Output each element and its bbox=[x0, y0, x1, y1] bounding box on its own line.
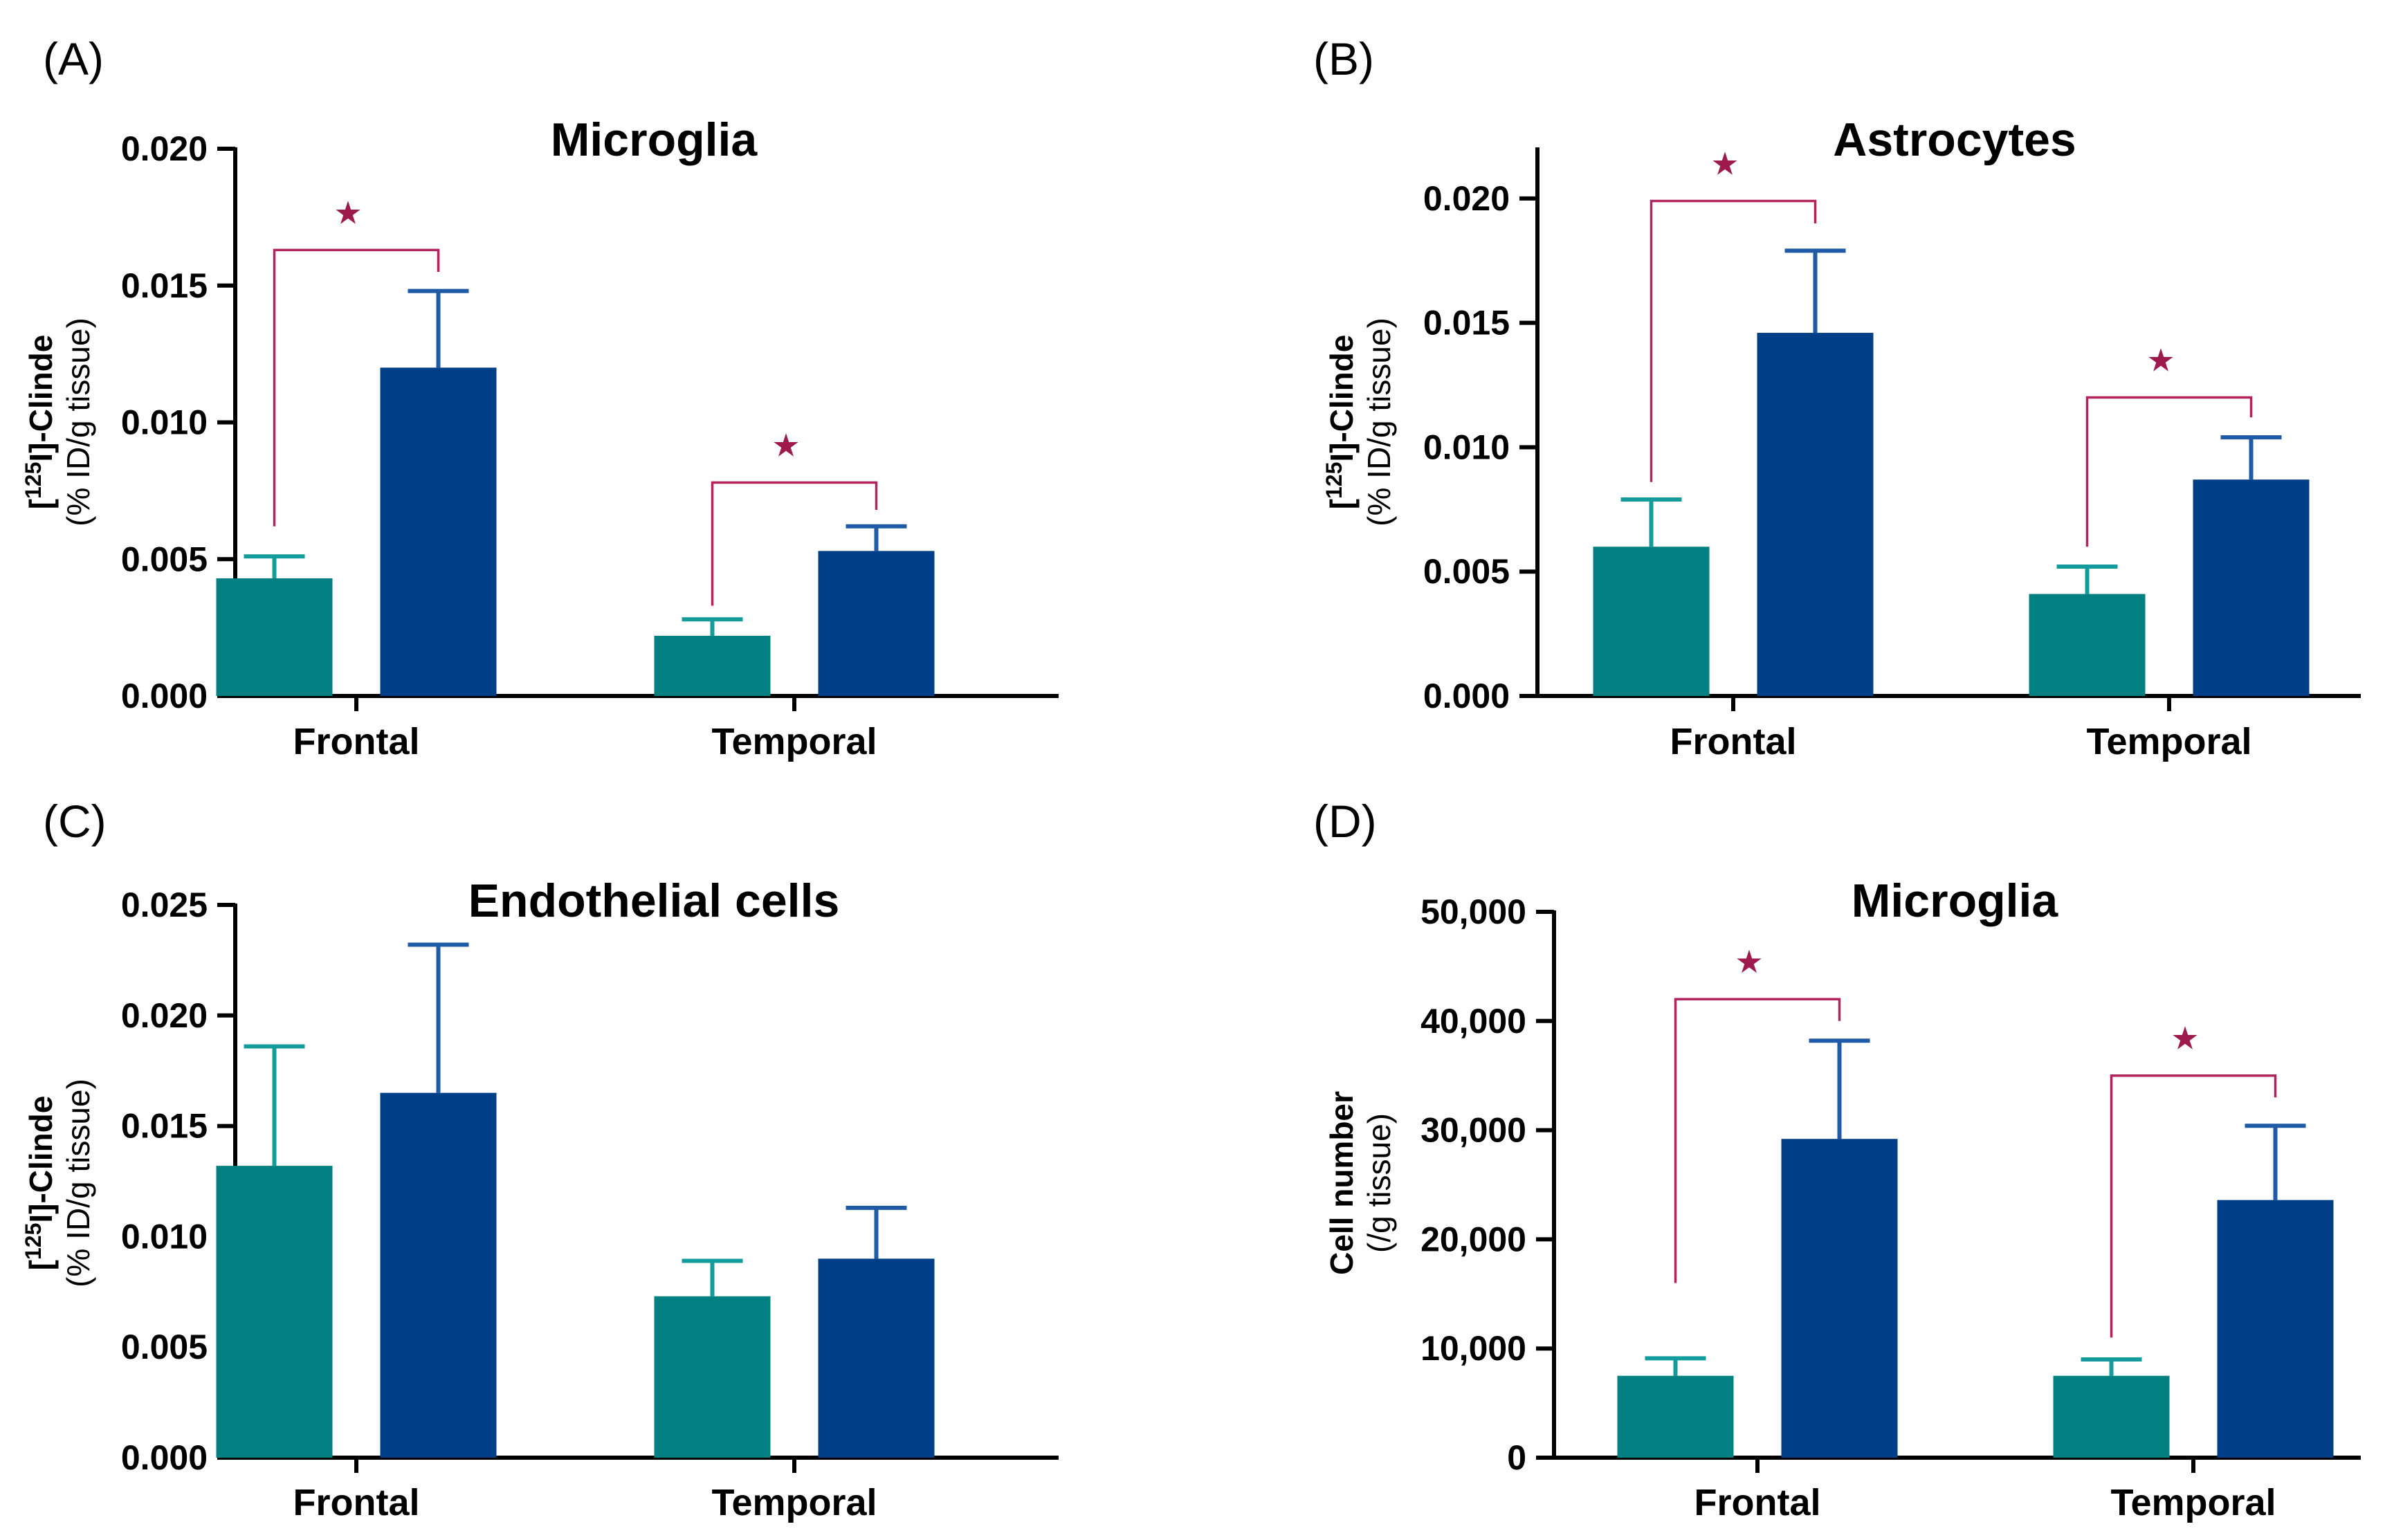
y-tick-label: 0.000 bbox=[1423, 677, 1510, 715]
chart-title: Astrocytes bbox=[1833, 113, 2076, 166]
significance-star: ★ bbox=[1710, 145, 1739, 183]
chart-title: Endothelial cells bbox=[468, 874, 840, 927]
y-tick-label: 0.020 bbox=[121, 996, 208, 1035]
y-tick-label: 0.025 bbox=[121, 886, 208, 924]
y-tick-label: 0.005 bbox=[1423, 552, 1510, 591]
panel-1: (A) Microglia [125I]-Clinde(% ID/g tissue)… bbox=[21, 33, 1059, 762]
y-tick-label: 0 bbox=[1507, 1438, 1526, 1477]
significance-bracket bbox=[1650, 199, 1817, 482]
panel-letter: (C) bbox=[43, 796, 107, 847]
significance-star: ★ bbox=[1735, 943, 1763, 980]
x-category-label: Frontal bbox=[1670, 721, 1797, 762]
y-tick-label: 30,000 bbox=[1420, 1111, 1526, 1150]
y-tick-label: 0.005 bbox=[121, 1328, 208, 1366]
x-category-label: Temporal bbox=[2086, 721, 2251, 762]
y-axis-label-suffix: I]-Clinde bbox=[23, 335, 59, 462]
y-tick-label: 10,000 bbox=[1420, 1329, 1526, 1368]
panel-2: (B) Astrocytes [125I]-Clinde(% ID/g tissue… bbox=[1313, 33, 2361, 762]
bar-2 bbox=[818, 1258, 935, 1458]
y-axis-label-suffix: I]-Clinde bbox=[23, 1096, 59, 1223]
y-axis-label-unit: (% ID/g tissue) bbox=[60, 318, 96, 526]
y-tick-label: 0.010 bbox=[1423, 428, 1510, 466]
y-axis-label-unit: (% ID/g tissue) bbox=[60, 1079, 96, 1287]
bar-2 bbox=[380, 1092, 497, 1458]
y-axis-label-superscript: 125 bbox=[21, 462, 46, 499]
significance-star: ★ bbox=[2146, 342, 2175, 379]
bar-1 bbox=[654, 1296, 771, 1458]
y-tick-label: 0.010 bbox=[121, 1217, 208, 1256]
x-category-label: Temporal bbox=[2110, 1482, 2276, 1523]
significance-star: ★ bbox=[771, 427, 800, 464]
significance-bracket bbox=[2110, 1074, 2277, 1338]
x-category-label: Frontal bbox=[293, 721, 420, 762]
y-tick-label: 0.015 bbox=[121, 266, 208, 305]
bar-2 bbox=[1781, 1139, 1898, 1458]
chart-title: Microglia bbox=[1852, 874, 2059, 927]
significance-star: ★ bbox=[2171, 1020, 2199, 1057]
bar-1 bbox=[216, 1166, 333, 1458]
y-tick-label: 0.015 bbox=[121, 1107, 208, 1146]
y-axis-label: Cell number(/g tissue) bbox=[1324, 1091, 1397, 1275]
x-category-label: Temporal bbox=[711, 1482, 877, 1523]
significance-bracket bbox=[273, 248, 440, 526]
y-axis-label-main: [125I]-Clinde bbox=[21, 1096, 59, 1271]
y-axis-label: [125I]-Clinde(% ID/g tissue) bbox=[1322, 318, 1397, 526]
bar-2 bbox=[818, 551, 935, 696]
bar-2 bbox=[2217, 1200, 2334, 1458]
y-tick-label: 0.020 bbox=[121, 129, 208, 168]
bar-1 bbox=[1593, 547, 1710, 696]
significance-bracket bbox=[2085, 396, 2253, 547]
x-category-label: Frontal bbox=[293, 1482, 420, 1523]
panel-letter: (D) bbox=[1313, 796, 1377, 847]
significance-bracket bbox=[1674, 998, 1841, 1283]
y-axis-label-prefix: [ bbox=[23, 499, 59, 509]
chart-title: Microglia bbox=[551, 113, 758, 166]
y-axis-label-suffix: I]-Clinde bbox=[1324, 335, 1360, 462]
y-axis-label: [125I]-Clinde(% ID/g tissue) bbox=[21, 1079, 96, 1287]
y-axis-label-main: [125I]-Clinde bbox=[21, 335, 59, 510]
y-tick-label: 0.000 bbox=[121, 1438, 208, 1477]
y-axis-label-prefix: [ bbox=[1324, 499, 1360, 509]
y-axis-label-unit: (/g tissue) bbox=[1361, 1113, 1397, 1253]
bar-1 bbox=[2029, 594, 2146, 696]
y-axis-label-main: [125I]-Clinde bbox=[1322, 335, 1360, 510]
panel-letter: (B) bbox=[1313, 33, 1374, 84]
panel-3: (C) Endothelial cells [125I]-Clinde(% ID/g… bbox=[21, 796, 1059, 1523]
y-tick-label: 0.005 bbox=[121, 540, 208, 578]
x-category-label: Temporal bbox=[711, 721, 877, 762]
y-tick-label: 0.000 bbox=[121, 677, 208, 715]
y-axis-label-prefix: [ bbox=[23, 1260, 59, 1270]
y-axis-label-superscript: 125 bbox=[21, 1223, 46, 1260]
panel-letter: (A) bbox=[43, 33, 104, 84]
y-tick-label: 40,000 bbox=[1420, 1002, 1526, 1041]
x-category-label: Frontal bbox=[1694, 1482, 1821, 1523]
y-tick-label: 0.010 bbox=[121, 403, 208, 442]
y-tick-label: 0.015 bbox=[1423, 304, 1510, 342]
significance-bracket bbox=[711, 481, 878, 606]
y-axis-label-superscript: 125 bbox=[1322, 462, 1346, 499]
bar-1 bbox=[216, 578, 333, 696]
y-tick-label: 0.020 bbox=[1423, 179, 1510, 218]
significance-star: ★ bbox=[334, 194, 362, 231]
bar-2 bbox=[1757, 333, 1874, 697]
bar-1 bbox=[2053, 1375, 2170, 1458]
y-tick-label: 20,000 bbox=[1420, 1220, 1526, 1258]
y-axis-label: [125I]-Clinde(% ID/g tissue) bbox=[21, 318, 96, 526]
y-axis-label-unit: (% ID/g tissue) bbox=[1361, 318, 1397, 526]
y-tick-label: 50,000 bbox=[1420, 892, 1526, 931]
bar-2 bbox=[380, 367, 497, 696]
panel-4: (D) Microglia Cell number(/g tissue) 0 10,00… bbox=[1313, 796, 2361, 1523]
bar-1 bbox=[1617, 1375, 1734, 1458]
y-axis-label-main: Cell number bbox=[1324, 1091, 1360, 1275]
bar-1 bbox=[654, 635, 771, 696]
bar-2 bbox=[2193, 479, 2310, 696]
